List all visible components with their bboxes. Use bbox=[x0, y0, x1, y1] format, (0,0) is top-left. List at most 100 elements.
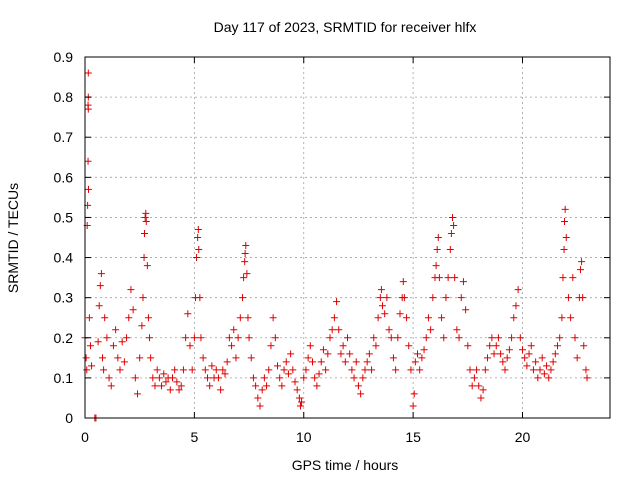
data-point bbox=[315, 370, 323, 378]
data-point bbox=[328, 326, 336, 334]
data-point bbox=[376, 294, 384, 302]
data-point bbox=[129, 306, 137, 314]
data-point bbox=[407, 366, 415, 374]
data-point bbox=[547, 366, 555, 374]
data-point bbox=[280, 366, 288, 374]
data-point bbox=[352, 358, 360, 366]
data-point bbox=[477, 394, 485, 402]
data-point bbox=[269, 314, 277, 322]
data-point bbox=[385, 326, 393, 334]
data-point bbox=[411, 358, 419, 366]
data-point bbox=[497, 350, 505, 358]
data-point bbox=[271, 334, 279, 342]
data-point bbox=[536, 366, 544, 374]
data-point bbox=[295, 394, 303, 402]
data-point bbox=[554, 342, 561, 350]
data-point bbox=[86, 342, 94, 350]
data-point bbox=[143, 262, 151, 270]
data-point bbox=[258, 386, 266, 394]
data-point bbox=[249, 374, 257, 382]
data-point bbox=[324, 350, 332, 358]
data-point bbox=[131, 374, 139, 382]
data-point bbox=[217, 386, 225, 394]
data-point bbox=[558, 314, 566, 322]
data-point bbox=[418, 354, 426, 362]
data-point bbox=[573, 354, 581, 362]
data-point bbox=[254, 394, 262, 402]
data-point bbox=[571, 334, 579, 342]
x-tick-label: 15 bbox=[405, 429, 421, 445]
y-tick-label: 0 bbox=[65, 410, 73, 426]
data-point bbox=[195, 246, 203, 254]
data-point bbox=[432, 262, 440, 270]
data-point bbox=[103, 334, 111, 342]
data-point bbox=[578, 258, 586, 266]
y-tick-label: 0.5 bbox=[54, 209, 74, 225]
data-point bbox=[363, 358, 371, 366]
data-point bbox=[242, 242, 250, 250]
data-point bbox=[116, 366, 124, 374]
data-point bbox=[447, 229, 455, 237]
data-point bbox=[197, 334, 205, 342]
data-point bbox=[444, 274, 452, 282]
data-point bbox=[405, 342, 413, 350]
data-point bbox=[214, 374, 222, 382]
data-point bbox=[139, 294, 147, 302]
data-point bbox=[545, 374, 553, 382]
data-point bbox=[95, 302, 103, 310]
data-point bbox=[186, 342, 194, 350]
data-point bbox=[260, 374, 268, 382]
data-point bbox=[330, 314, 338, 322]
data-point bbox=[549, 358, 557, 366]
x-tick-label: 5 bbox=[190, 429, 198, 445]
data-point bbox=[88, 362, 96, 370]
data-point bbox=[527, 342, 535, 350]
data-point bbox=[127, 286, 135, 294]
data-point bbox=[455, 334, 463, 342]
data-point bbox=[219, 366, 227, 374]
data-point bbox=[83, 366, 91, 374]
data-point bbox=[344, 334, 351, 342]
data-point bbox=[97, 270, 105, 278]
data-point bbox=[446, 246, 454, 254]
data-point bbox=[451, 274, 459, 282]
data-point bbox=[582, 366, 590, 374]
data-point bbox=[225, 334, 233, 342]
data-point bbox=[105, 374, 113, 382]
data-point bbox=[333, 298, 341, 306]
data-point bbox=[151, 382, 159, 390]
data-point bbox=[409, 402, 417, 410]
data-point bbox=[400, 294, 408, 302]
data-point bbox=[449, 213, 456, 221]
data-point bbox=[196, 294, 204, 302]
data-point bbox=[435, 274, 443, 282]
data-point bbox=[403, 314, 411, 322]
data-point bbox=[523, 362, 531, 370]
data-point bbox=[138, 322, 146, 330]
chart-title: Day 117 of 2023, SRMTID for receiver hlf… bbox=[214, 19, 477, 35]
data-point bbox=[96, 282, 104, 290]
y-tick-label: 0.8 bbox=[54, 89, 74, 105]
data-point bbox=[564, 294, 572, 302]
data-point bbox=[501, 366, 509, 374]
data-point bbox=[228, 342, 236, 350]
data-point bbox=[265, 366, 273, 374]
data-point bbox=[182, 334, 190, 342]
data-point bbox=[289, 366, 297, 374]
data-point bbox=[453, 326, 461, 334]
data-point bbox=[514, 286, 522, 294]
data-point bbox=[424, 314, 432, 322]
data-point bbox=[306, 342, 314, 350]
data-point bbox=[230, 326, 238, 334]
data-point bbox=[525, 350, 533, 358]
data-point bbox=[153, 366, 161, 374]
data-point bbox=[278, 382, 286, 390]
data-point bbox=[583, 374, 591, 382]
data-point bbox=[293, 386, 301, 394]
data-point bbox=[457, 294, 465, 302]
data-point bbox=[140, 254, 148, 262]
data-point bbox=[190, 334, 198, 342]
data-point bbox=[450, 221, 458, 229]
data-point bbox=[136, 354, 144, 362]
data-point bbox=[193, 254, 201, 262]
